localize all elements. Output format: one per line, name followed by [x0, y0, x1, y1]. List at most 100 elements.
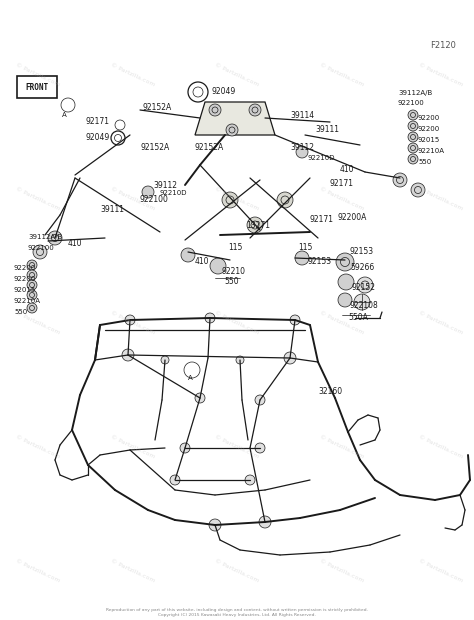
Text: 410: 410 [68, 239, 82, 249]
Text: 92171: 92171 [310, 216, 334, 224]
Circle shape [411, 183, 425, 197]
Circle shape [249, 104, 261, 116]
Text: © Partzilla.com: © Partzilla.com [214, 558, 260, 583]
Text: © Partzilla.com: © Partzilla.com [318, 310, 365, 335]
Text: FRONT: FRONT [26, 82, 48, 92]
Text: Reproduction of any part of this website, including design and content, without : Reproduction of any part of this website… [106, 608, 368, 612]
Text: 92210D: 92210D [308, 155, 336, 161]
Text: 410: 410 [340, 166, 355, 174]
Text: 39112: 39112 [153, 180, 177, 190]
Text: 550: 550 [224, 278, 238, 286]
Text: Copyright (C) 2015 Kawasaki Heavy Industries, Ltd. All Rights Reserved.: Copyright (C) 2015 Kawasaki Heavy Indust… [158, 613, 316, 617]
Text: 92210D: 92210D [160, 190, 188, 196]
Circle shape [259, 516, 271, 528]
Text: 115: 115 [228, 244, 242, 252]
Circle shape [48, 231, 62, 245]
Text: 92210: 92210 [222, 267, 246, 277]
Text: 92153: 92153 [308, 257, 332, 267]
Text: 92015: 92015 [418, 137, 440, 143]
Text: A: A [188, 375, 192, 381]
Circle shape [181, 248, 195, 262]
Text: 39114: 39114 [290, 110, 314, 120]
Text: 550A: 550A [348, 314, 368, 322]
Circle shape [408, 110, 418, 120]
Circle shape [247, 217, 263, 233]
Text: © Partzilla.com: © Partzilla.com [109, 310, 156, 335]
Text: 13271: 13271 [246, 221, 270, 229]
Circle shape [209, 519, 221, 531]
Text: © Partzilla.com: © Partzilla.com [109, 434, 156, 459]
Text: 92015: 92015 [14, 287, 36, 293]
Circle shape [222, 192, 238, 208]
Text: 59266: 59266 [350, 264, 374, 273]
Text: © Partzilla.com: © Partzilla.com [214, 310, 260, 335]
Text: 92200: 92200 [418, 126, 440, 132]
Circle shape [27, 260, 37, 270]
Circle shape [354, 294, 370, 310]
Text: 39111: 39111 [100, 205, 124, 215]
Text: 410: 410 [195, 257, 210, 267]
Text: © Partzilla.com: © Partzilla.com [418, 186, 464, 211]
Text: © Partzilla.com: © Partzilla.com [318, 186, 365, 211]
Text: 92200: 92200 [14, 276, 36, 282]
Text: © Partzilla.com: © Partzilla.com [318, 434, 365, 459]
Circle shape [255, 395, 265, 405]
Text: 92152: 92152 [352, 283, 376, 293]
Circle shape [245, 475, 255, 485]
Circle shape [33, 245, 47, 259]
Circle shape [125, 315, 135, 325]
Circle shape [255, 443, 265, 453]
Circle shape [408, 154, 418, 164]
Text: © Partzilla.com: © Partzilla.com [15, 434, 61, 459]
Text: © Partzilla.com: © Partzilla.com [15, 62, 61, 87]
Text: 92200: 92200 [418, 115, 440, 121]
Text: © Partzilla.com: © Partzilla.com [109, 558, 156, 583]
Text: 39112A/B: 39112A/B [398, 90, 432, 96]
Circle shape [296, 146, 308, 158]
Text: 550: 550 [14, 309, 27, 315]
Polygon shape [195, 102, 275, 135]
Text: © Partzilla.com: © Partzilla.com [214, 186, 260, 211]
Text: 32160: 32160 [318, 388, 342, 397]
Text: 922100: 922100 [398, 100, 425, 106]
Text: 92049: 92049 [86, 133, 110, 141]
Text: © Partzilla.com: © Partzilla.com [418, 310, 464, 335]
Circle shape [27, 303, 37, 313]
Text: 92171: 92171 [330, 179, 354, 187]
Circle shape [195, 393, 205, 403]
Circle shape [205, 313, 215, 323]
Circle shape [277, 192, 293, 208]
Circle shape [393, 173, 407, 187]
Text: 92210A: 92210A [14, 298, 41, 304]
Text: A: A [62, 112, 66, 118]
Text: © Partzilla.com: © Partzilla.com [15, 558, 61, 583]
Text: 92200: 92200 [14, 265, 36, 271]
Circle shape [408, 132, 418, 142]
Circle shape [170, 475, 180, 485]
Text: 39112A/B: 39112A/B [28, 234, 62, 240]
Circle shape [210, 258, 226, 274]
Text: © Partzilla.com: © Partzilla.com [214, 62, 260, 87]
Text: 92152A: 92152A [195, 143, 224, 153]
FancyBboxPatch shape [17, 76, 57, 98]
Text: © Partzilla.com: © Partzilla.com [15, 186, 61, 211]
Text: 92049: 92049 [212, 87, 236, 95]
Circle shape [338, 293, 352, 307]
Text: 92171: 92171 [86, 118, 110, 126]
Text: © Partzilla.com: © Partzilla.com [418, 558, 464, 583]
Text: 39111: 39111 [315, 125, 339, 135]
Circle shape [357, 277, 373, 293]
Circle shape [180, 443, 190, 453]
Text: © Partzilla.com: © Partzilla.com [214, 434, 260, 459]
Circle shape [226, 124, 238, 136]
Text: © Partzilla.com: © Partzilla.com [15, 310, 61, 335]
Text: 922100: 922100 [140, 195, 169, 205]
Circle shape [27, 290, 37, 300]
Text: 92152A: 92152A [143, 102, 172, 112]
Circle shape [27, 270, 37, 280]
Text: F2120: F2120 [430, 40, 456, 50]
Text: 92200A: 92200A [338, 213, 367, 223]
Circle shape [236, 356, 244, 364]
Text: 115: 115 [298, 244, 312, 252]
Text: 39112: 39112 [290, 143, 314, 151]
